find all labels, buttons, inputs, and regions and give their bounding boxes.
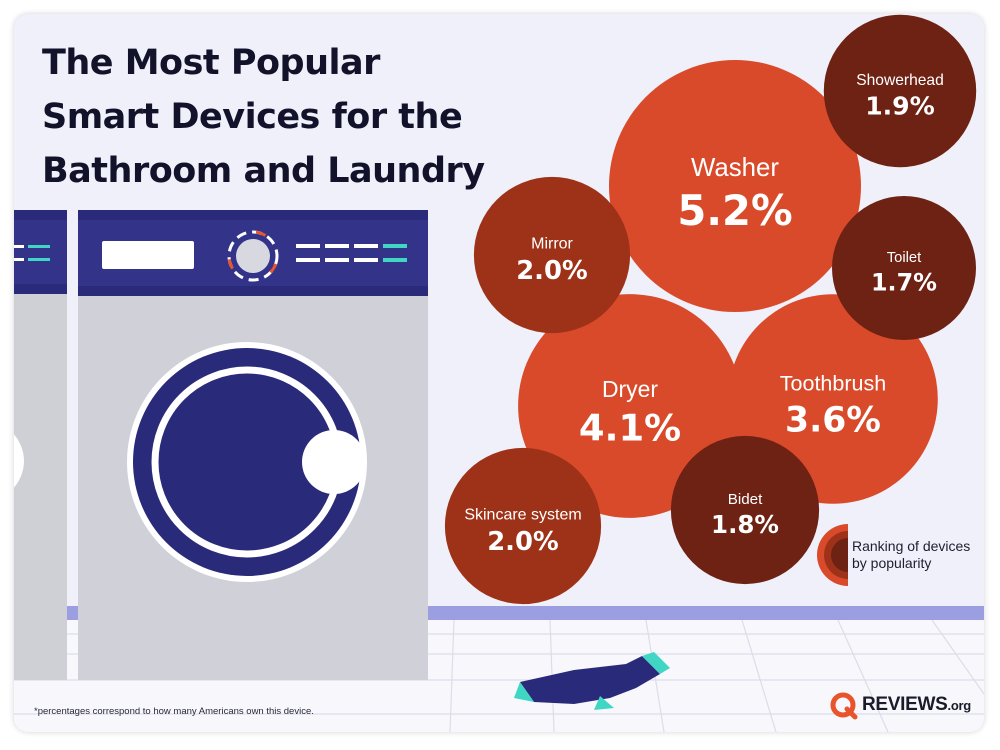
bubble-label: Dryer [602, 376, 658, 402]
bubble-layer: Washer 5.2% Dryer 4.1% Toothbrush 3.6% Mirror 2… [444, 14, 977, 605]
legend-line: by popularity [852, 555, 932, 571]
bubble-value: 1.8% [711, 510, 779, 539]
bubble-value: 3.6% [785, 401, 881, 441]
bubble-circle [832, 196, 976, 340]
bubble-label: Mirror [531, 236, 573, 253]
bubble-label: Bidet [728, 491, 763, 508]
brand-suffix: .org [947, 698, 972, 713]
bubble-circle [518, 294, 742, 518]
brand-name: REVIEWS [862, 694, 948, 715]
bubble-label: Showerhead [856, 72, 944, 89]
legend: Ranking of devices by popularity [852, 538, 982, 572]
bubble-circle [473, 176, 631, 334]
brand-q-icon [830, 692, 858, 720]
bubble-bidet: Bidet 1.8% [670, 435, 820, 585]
infographic-card: The Most Popular Smart Devices for the B… [14, 14, 984, 732]
bubble-washer: Washer 5.2% [609, 60, 861, 312]
bubble-dryer: Dryer 4.1% [518, 294, 742, 518]
bubble-label: Washer [691, 154, 779, 182]
bubble-label: Toilet [887, 250, 922, 266]
legend-icon [817, 514, 888, 596]
bubble-circle [444, 447, 602, 605]
washing-machine [78, 210, 428, 680]
bubble-value: 4.1% [579, 407, 681, 450]
bubble-skincare-system: Skincare system 2.0% [444, 447, 602, 605]
title-line: Smart Devices for the [42, 97, 463, 137]
bubble-value: 1.9% [865, 92, 935, 121]
legend-line: Ranking of devices [852, 538, 971, 554]
bubble-circle [823, 14, 977, 168]
bubble-value: 2.0% [487, 527, 559, 557]
bubble-chart: Washer 5.2% Dryer 4.1% Toothbrush 3.6% Mirror 2… [444, 14, 977, 605]
bubble-toilet: Toilet 1.7% [832, 196, 976, 340]
title-line: The Most Popular [42, 43, 380, 83]
bubble-mirror: Mirror 2.0% [473, 176, 631, 334]
footnote: *percentages correspond to how many Amer… [34, 706, 314, 717]
bubble-value: 1.7% [871, 268, 937, 296]
sock [514, 652, 670, 710]
bubble-value: 2.0% [516, 256, 588, 286]
bubble-value: 5.2% [677, 186, 792, 235]
bubble-label: Skincare system [464, 507, 581, 524]
laundry-scene [14, 210, 984, 732]
title-line: Bathroom and Laundry [42, 151, 485, 191]
bubble-circle [670, 435, 820, 585]
bubble-showerhead: Showerhead 1.9% [823, 14, 977, 168]
washing-machine-left [14, 210, 67, 680]
chart-title: The Most Popular Smart Devices for the B… [42, 36, 485, 198]
bubble-label: Toothbrush [780, 372, 886, 396]
bubble-circle [609, 60, 861, 312]
